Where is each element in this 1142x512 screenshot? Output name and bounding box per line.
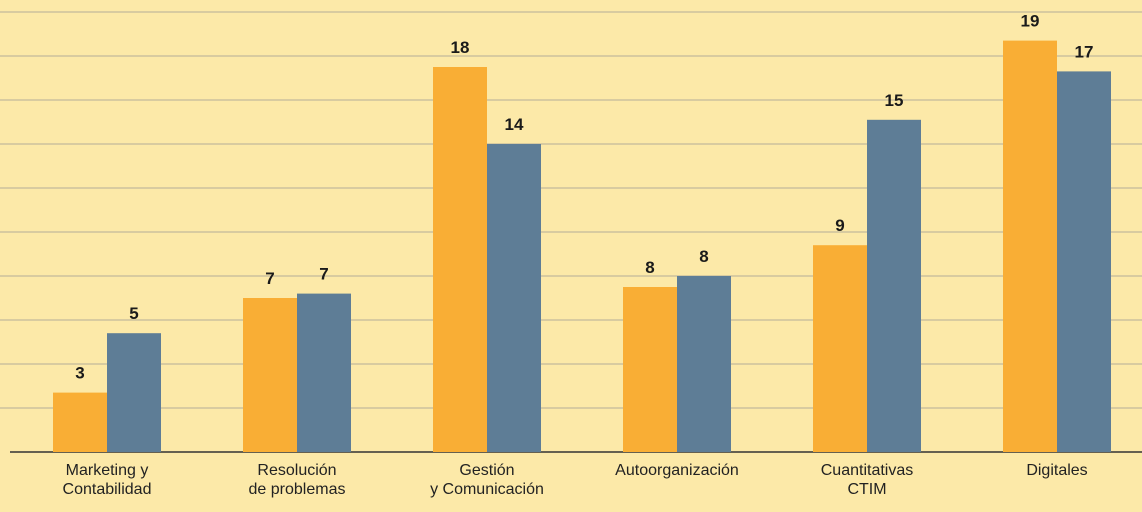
value-label: 7 [319,265,328,284]
value-label: 19 [1021,12,1040,31]
bar [243,298,297,452]
bar [53,392,107,452]
bar [813,245,867,452]
bar [487,144,541,452]
value-label: 17 [1075,42,1094,61]
bar [623,287,677,452]
x-tick-label: Marketing y Contabilidad [62,462,152,498]
value-label: 7 [265,269,274,288]
value-label: 15 [885,91,904,110]
value-label: 14 [505,115,524,134]
bar [1057,71,1111,453]
x-tick-label: Gestión y Comunicación [430,462,544,498]
bar [677,276,731,452]
x-tick-label: Resolución de problemas [248,462,346,498]
bar [867,119,921,453]
bar [107,333,161,452]
value-label: 3 [75,364,84,383]
bar [433,67,487,452]
value-label: 9 [835,216,844,235]
bar [1003,40,1057,452]
value-label: 5 [129,304,138,323]
x-tick-label: Cuantitativas CTIM [820,462,914,498]
bar [297,293,351,452]
x-tick-label: Autoorganización [615,462,739,479]
value-label: 8 [699,247,708,266]
value-label: 18 [451,38,470,57]
x-tick-label: Digitales [1026,462,1088,479]
value-label: 8 [645,258,654,277]
